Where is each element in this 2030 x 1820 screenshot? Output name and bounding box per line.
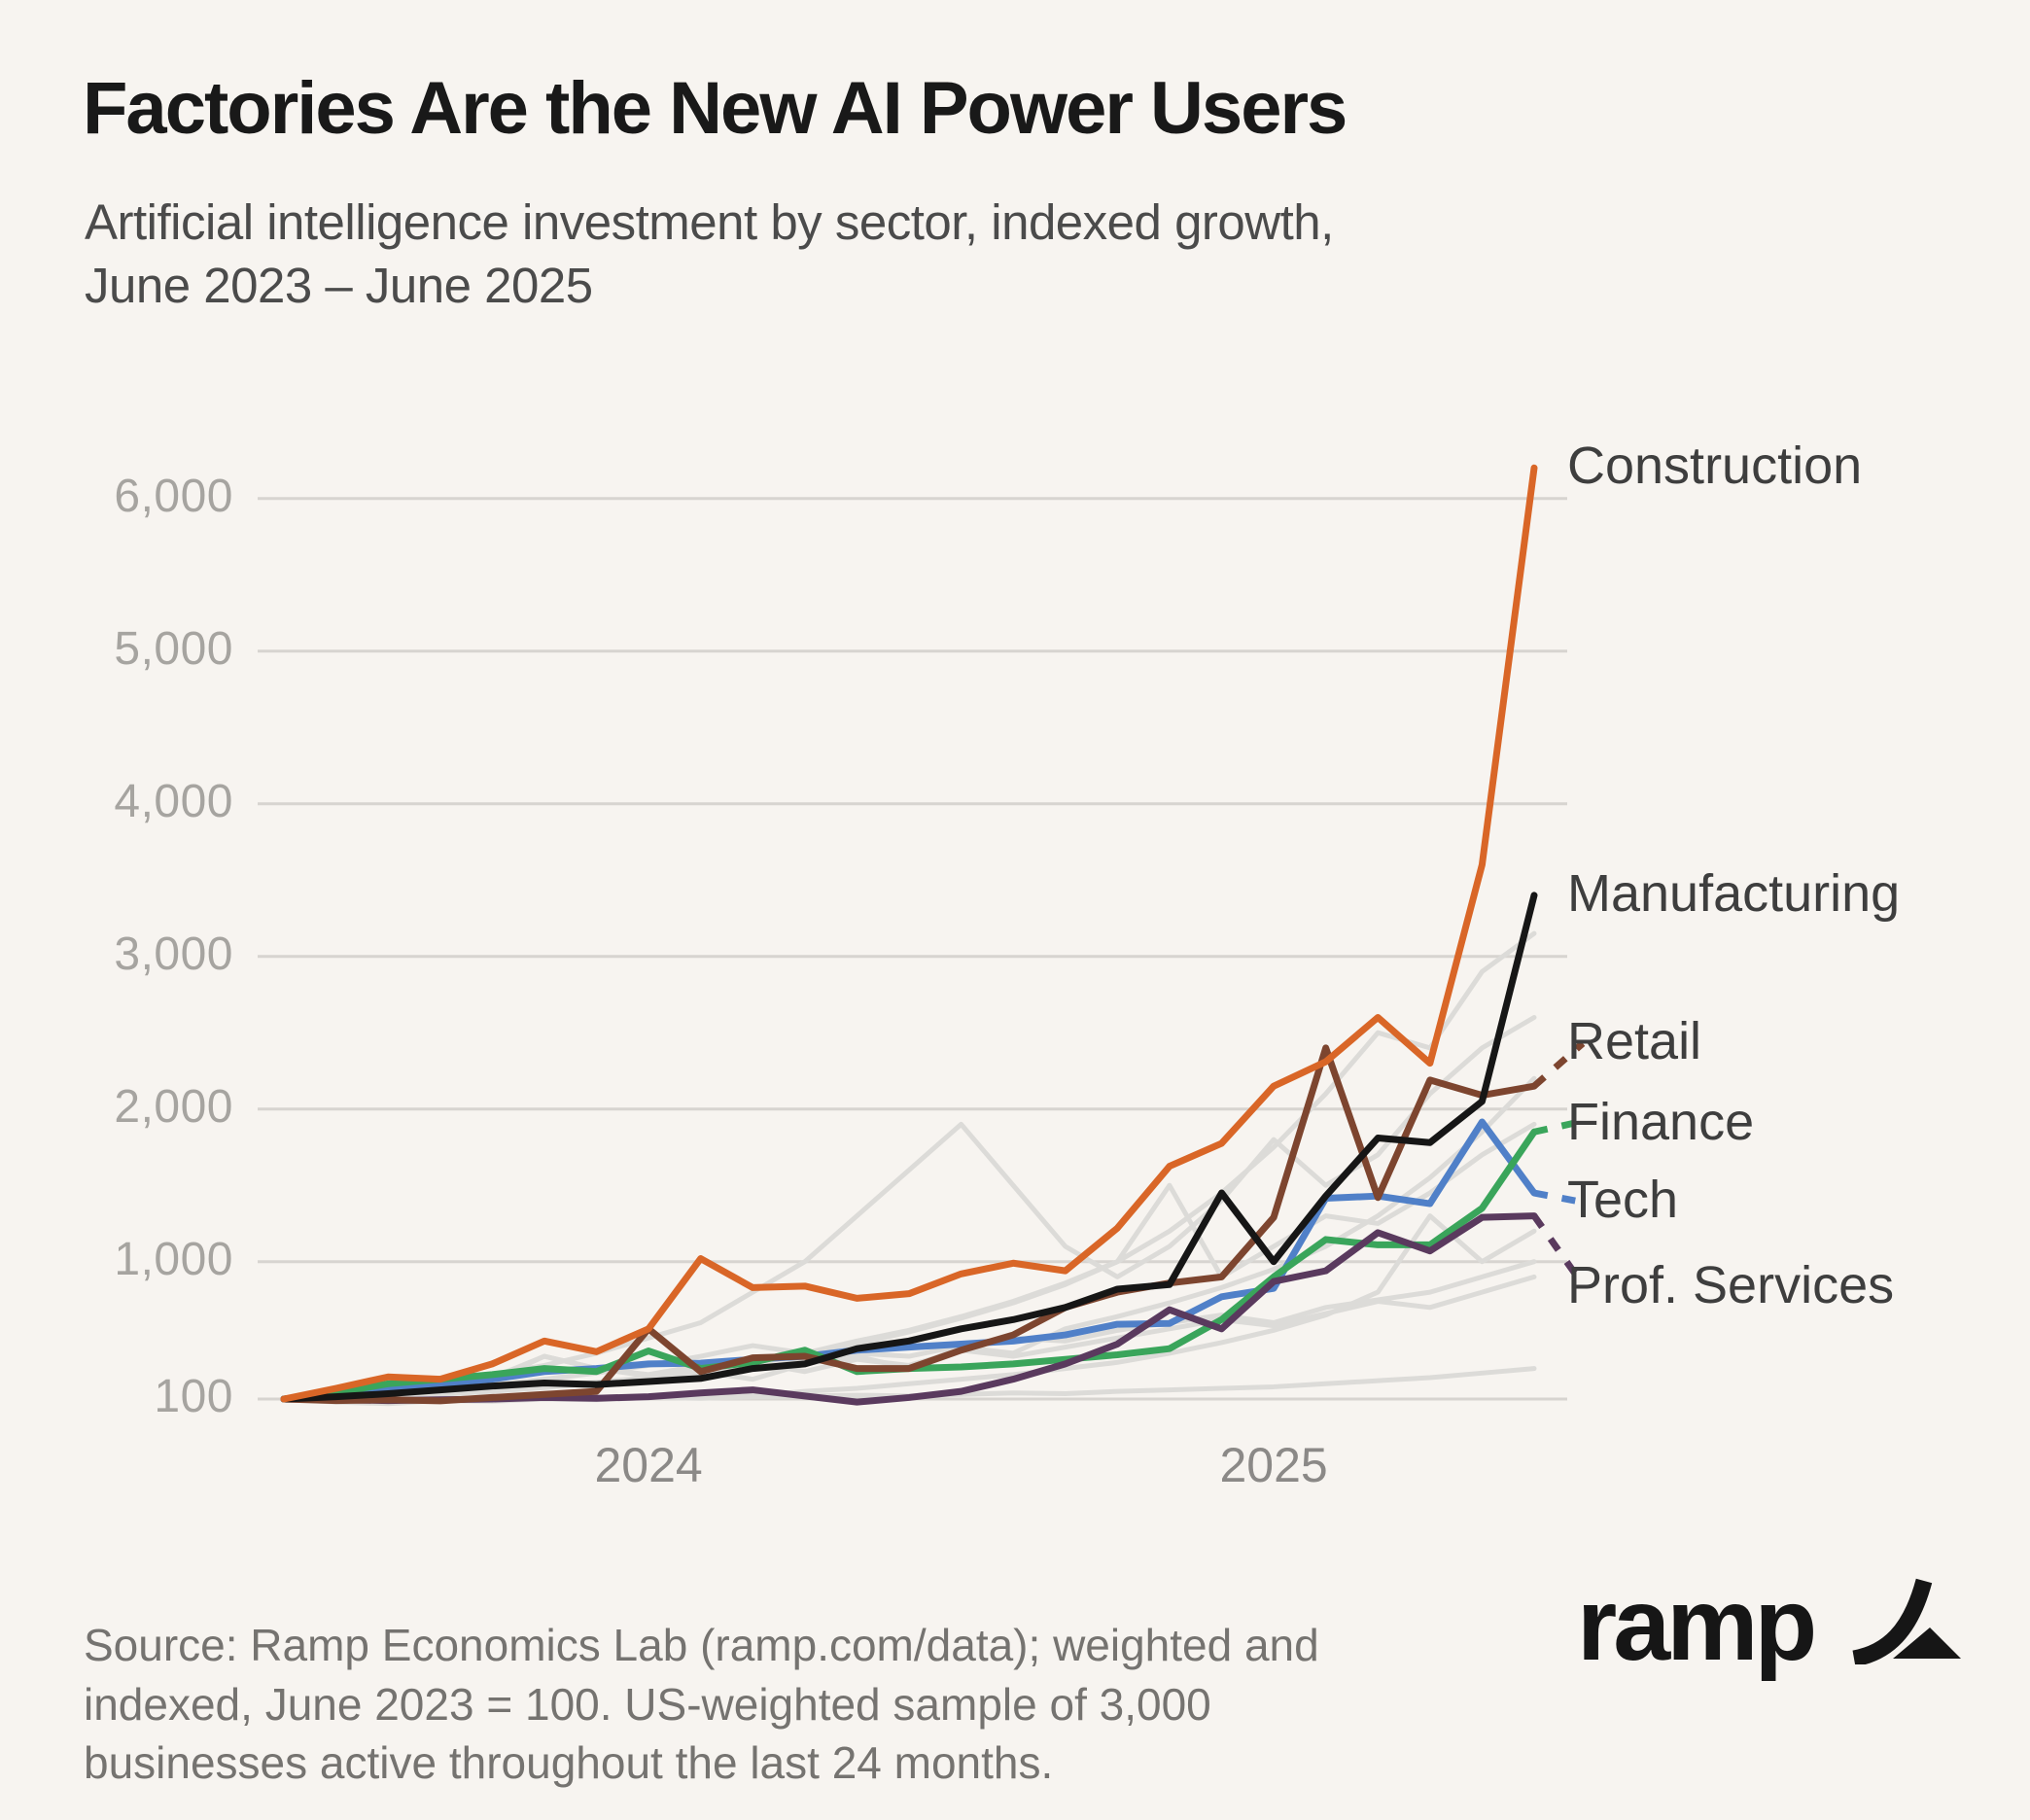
line-construction: [280, 464, 1538, 1403]
series-label-tech: Tech: [1567, 1171, 1679, 1230]
chart-subtitle: Artificial intelligence investment by se…: [85, 191, 1334, 318]
page-title: Factories Are the New AI Power Users: [83, 67, 1348, 150]
series-label-retail: Retail: [1567, 1012, 1702, 1071]
dashed-leader-finance: [1533, 1117, 1584, 1136]
y-axis-tick-100: 100: [154, 1371, 233, 1422]
x-axis-tick-2024: 2024: [594, 1438, 703, 1492]
y-axis-tick-2,000: 2,000: [114, 1080, 233, 1133]
y-axis-tick-1,000: 1,000: [114, 1233, 233, 1285]
dashed-leader-retail: [1531, 1040, 1586, 1089]
source-note: Source: Ramp Economics Lab (ramp.com/dat…: [84, 1616, 1319, 1793]
ramp-wordmark: ramp: [1577, 1567, 1817, 1682]
ramp-brand: ramp: [1577, 1573, 1967, 1676]
chart-subtitle-line2: June 2023 – June 2025: [85, 258, 593, 314]
ramp-logo-icon: [1852, 1578, 1962, 1664]
y-axis-tick-4,000: 4,000: [114, 775, 233, 827]
series-label-finance: Finance: [1567, 1093, 1755, 1152]
source-note-line2: indexed, June 2023 = 100. US-weighted sa…: [84, 1678, 1211, 1730]
chart-subtitle-line1: Artificial intelligence investment by se…: [85, 194, 1334, 250]
series-label-manufacturing: Manufacturing: [1567, 863, 1901, 923]
source-note-line1: Source: Ramp Economics Lab (ramp.com/dat…: [84, 1620, 1319, 1670]
dashed-leader-tech: [1533, 1189, 1584, 1206]
y-axis-tick-6,000: 6,000: [114, 470, 233, 522]
x-axis-tick-2025: 2025: [1219, 1438, 1328, 1492]
series-label-construction: Construction: [1567, 437, 1863, 496]
series-label-prof_services: Prof. Services: [1567, 1256, 1895, 1315]
y-axis-tick-3,000: 3,000: [114, 928, 233, 980]
line-manufacturing: [280, 892, 1538, 1403]
y-axis-tick-5,000: 5,000: [114, 622, 233, 675]
source-note-line3: businesses active throughout the last 24…: [84, 1737, 1054, 1789]
line-retail: [280, 1044, 1538, 1405]
